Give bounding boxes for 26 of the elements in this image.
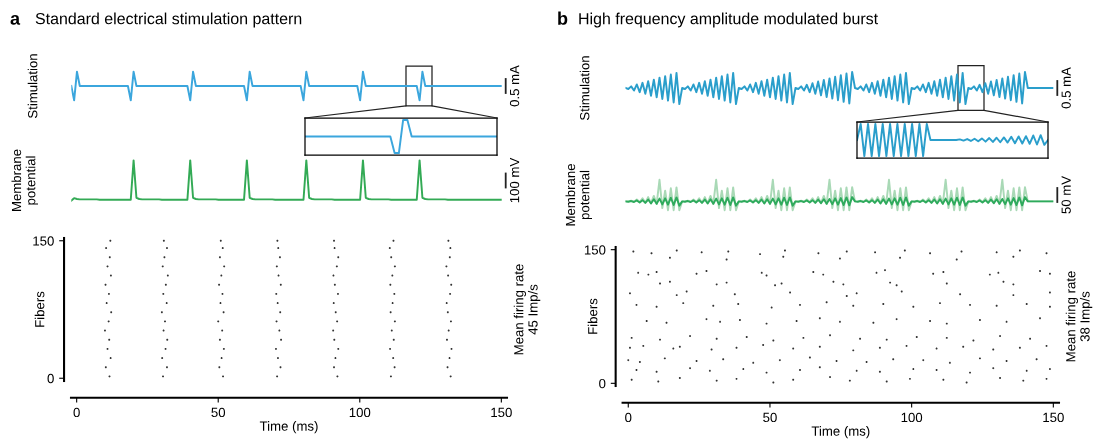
text: 0.5 mA [509,65,520,107]
x-tick-label: 50 [211,407,226,418]
x-tick-label: 0 [625,412,632,423]
x-tick-label: 0 [73,407,80,418]
chart-title: Standard electrical stimulation pattern [35,12,302,28]
text: a [10,14,21,25]
text: Mean firing rate 38 Imp/s [1065,271,1093,362]
text: 50 mV [1061,175,1071,214]
x-tick-label: 100 [349,407,371,418]
y-axis-title: Membrane potential [565,164,592,226]
x-tick-label: 150 [1043,412,1064,423]
y-axis-title: Fibers [587,298,598,334]
chart-title: High frequency amplitude modulated burst [579,12,878,28]
x-tick-label: 150 [491,407,512,418]
text: 100 mV [509,157,520,203]
x-axis-title: Time (ms) [811,426,870,439]
x-tick-label: 50 [763,412,777,423]
text: b [558,11,568,25]
text: 0.5 mA [1061,67,1071,109]
y-axis-title: Fibers [34,291,45,327]
text: Mean firing rate 45 Imp/s [513,264,541,355]
y-axis-title: Stimulation [27,54,38,119]
y-axis-title: Stimulation [579,56,590,121]
x-tick-label: 100 [901,412,923,423]
y-axis-title: Membrane potential [11,149,38,211]
x-axis-title: Time (ms) [259,421,318,434]
